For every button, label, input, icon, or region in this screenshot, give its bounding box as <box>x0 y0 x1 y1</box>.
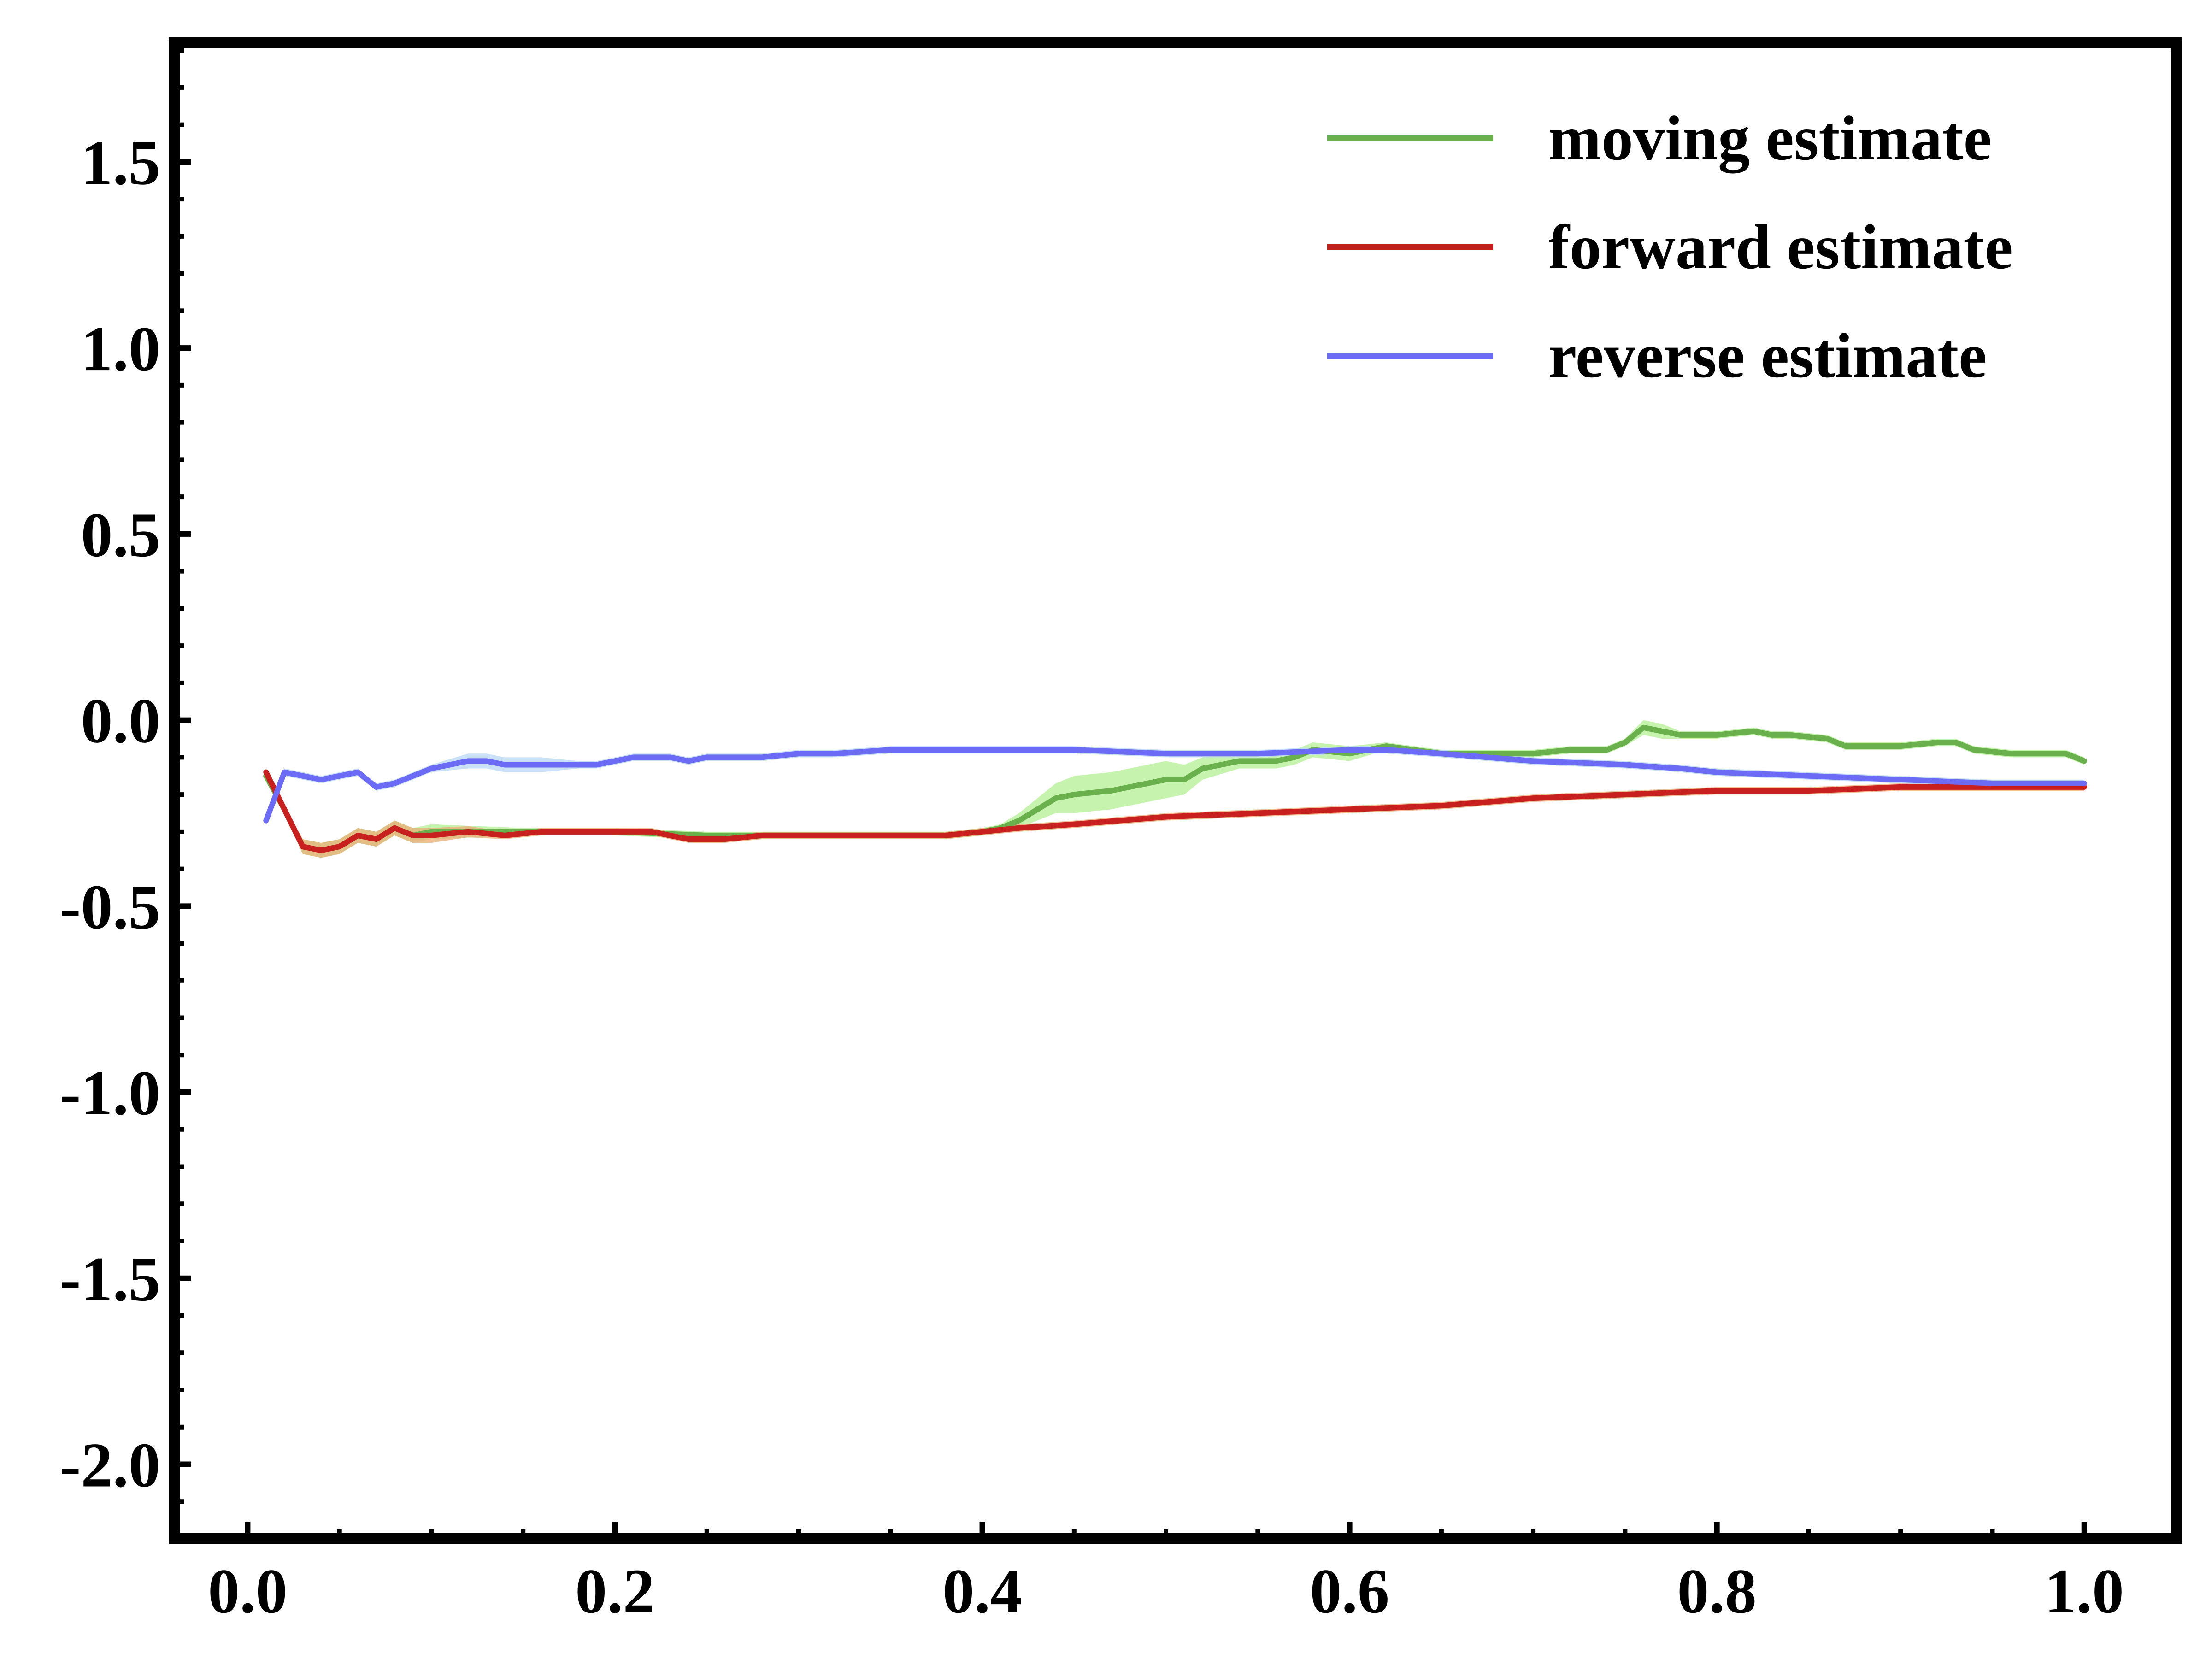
series-lines <box>263 724 2087 853</box>
x-tick-label: 0.0 <box>208 1556 288 1626</box>
x-tick-label: 1.0 <box>2044 1556 2124 1626</box>
y-tick-label: -0.5 <box>60 871 160 942</box>
x-tick-label: 0.6 <box>1310 1556 1389 1626</box>
forward-estimate-line <box>263 769 2087 853</box>
y-tick-label: -1.5 <box>60 1244 160 1314</box>
reverse-estimate-line <box>263 747 2087 824</box>
axes: 1.5 1.0 0.5 0.0 -0.5 -1.0 -1.5 -2.0 0.0 0.2 0.4 0.6… <box>60 37 2182 1626</box>
y-tick-label: -2.0 <box>60 1430 160 1500</box>
y-tick-label: 1.5 <box>81 127 161 198</box>
x-tick-label: 0.2 <box>575 1556 655 1626</box>
moving-estimate-legend-label: moving estimate <box>1548 103 1992 173</box>
legend: moving estimate forward estimate reverse e… <box>1327 103 2013 391</box>
y-tick-label: -1.0 <box>60 1058 160 1128</box>
reverse-estimate-legend-label: reverse estimate <box>1548 320 1987 391</box>
x-tick-label: 0.8 <box>1677 1556 1757 1626</box>
moving-estimate-band <box>266 720 2084 858</box>
y-tick-label: 1.0 <box>81 313 161 384</box>
y-tick-label: 0.5 <box>81 500 161 570</box>
y-tick-label: 0.0 <box>81 686 161 756</box>
forward-estimate-legend-label: forward estimate <box>1548 212 2013 282</box>
plot-frame <box>169 37 2182 1544</box>
x-tick-label: 0.4 <box>942 1556 1022 1626</box>
